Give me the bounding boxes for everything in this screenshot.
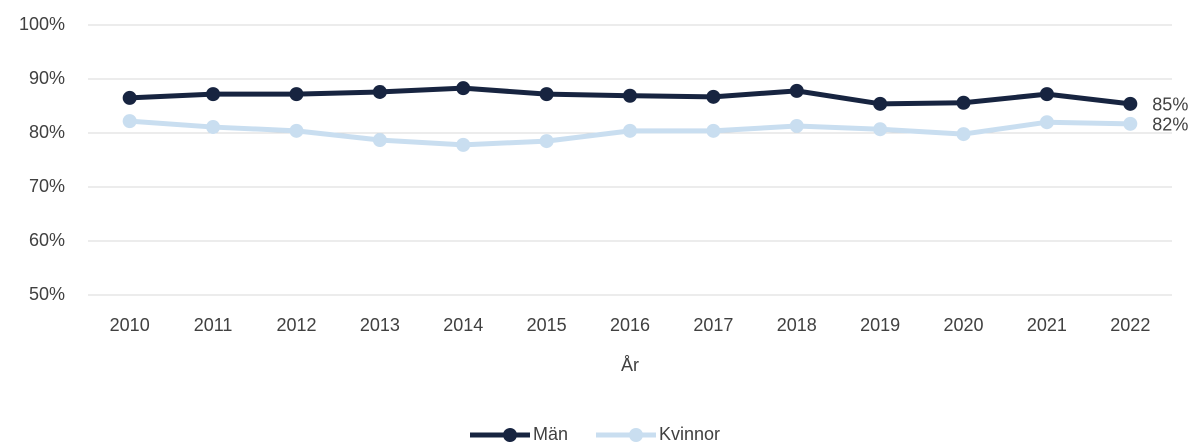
data-point bbox=[789, 83, 804, 98]
x-tick-label: 2013 bbox=[360, 315, 400, 335]
data-point bbox=[706, 123, 721, 138]
x-tick-label: 2020 bbox=[944, 315, 984, 335]
data-label: 82% bbox=[1152, 115, 1188, 135]
data-point bbox=[122, 90, 137, 105]
x-tick-label: 2011 bbox=[194, 315, 233, 335]
data-point bbox=[1123, 116, 1138, 131]
data-point bbox=[539, 134, 554, 149]
data-point bbox=[623, 88, 637, 103]
data-point bbox=[1039, 87, 1054, 102]
y-tick-label: 90% bbox=[29, 68, 65, 88]
y-tick-label: 70% bbox=[29, 176, 65, 196]
x-tick-label: 2015 bbox=[527, 315, 567, 335]
data-point bbox=[456, 137, 471, 152]
data-point bbox=[956, 95, 971, 110]
x-tick-label: 2012 bbox=[276, 315, 316, 335]
data-point bbox=[206, 120, 221, 135]
data-point bbox=[206, 87, 221, 102]
x-tick-label: 2022 bbox=[1110, 315, 1150, 335]
data-point bbox=[289, 87, 304, 102]
legend-label: Kvinnor bbox=[659, 424, 720, 444]
data-point bbox=[623, 123, 637, 138]
x-tick-label: 2018 bbox=[777, 315, 817, 335]
data-point bbox=[789, 118, 804, 133]
data-label: 85% bbox=[1152, 95, 1188, 115]
data-point bbox=[1039, 115, 1054, 130]
data-point bbox=[539, 87, 554, 102]
data-point bbox=[122, 114, 137, 129]
x-tick-label: 2021 bbox=[1027, 315, 1067, 335]
x-tick-label: 2010 bbox=[110, 315, 150, 335]
x-tick-label: 2019 bbox=[860, 315, 900, 335]
data-point bbox=[873, 122, 888, 137]
legend-label: Män bbox=[533, 424, 568, 444]
y-tick-label: 100% bbox=[19, 14, 65, 34]
x-tick-label: 2016 bbox=[610, 315, 650, 335]
y-tick-label: 60% bbox=[29, 230, 65, 250]
y-tick-label: 50% bbox=[29, 284, 65, 304]
data-point bbox=[956, 127, 971, 142]
y-tick-label: 80% bbox=[29, 122, 65, 142]
x-axis-label: År bbox=[621, 355, 639, 375]
legend-marker bbox=[629, 428, 643, 442]
data-point bbox=[706, 89, 721, 104]
x-tick-label: 2014 bbox=[443, 315, 483, 335]
data-point bbox=[372, 133, 387, 148]
data-point bbox=[873, 96, 888, 111]
data-point bbox=[372, 84, 387, 99]
x-tick-label: 2017 bbox=[693, 315, 733, 335]
data-point bbox=[456, 81, 471, 96]
legend-marker bbox=[503, 428, 517, 442]
data-point bbox=[289, 123, 304, 138]
data-point bbox=[1123, 96, 1138, 111]
